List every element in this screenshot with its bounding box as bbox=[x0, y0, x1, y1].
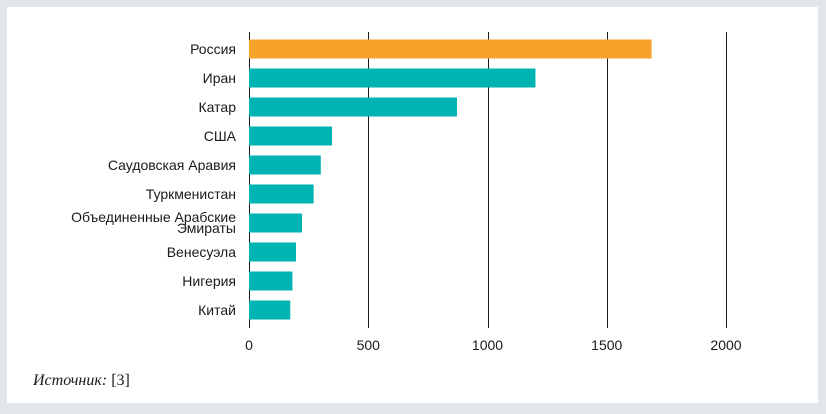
bar-7 bbox=[249, 242, 296, 262]
category-label-7: Венесуэла bbox=[167, 244, 236, 260]
source-prefix: Источник: bbox=[33, 372, 108, 389]
bars bbox=[249, 39, 652, 320]
source-note: Источник: [3] bbox=[33, 372, 130, 390]
bar-6 bbox=[249, 213, 302, 233]
source-ref: [3] bbox=[111, 372, 130, 389]
bar-4 bbox=[249, 155, 321, 175]
bar-8 bbox=[249, 271, 293, 291]
x-tick-label-0: 0 bbox=[245, 337, 253, 353]
bar-2 bbox=[249, 97, 457, 117]
category-label-1: Иран bbox=[203, 70, 236, 86]
category-label-5: Туркменистан bbox=[146, 186, 236, 202]
category-labels: Россия Иран Катар США Саудовская Аравия Туркм… bbox=[71, 41, 237, 318]
x-tick-label-3: 1500 bbox=[591, 337, 622, 353]
x-tick-label-1: 500 bbox=[357, 337, 381, 353]
category-label-9: Китай bbox=[198, 302, 236, 318]
x-tick-label-2: 1000 bbox=[472, 337, 503, 353]
bar-9 bbox=[249, 300, 291, 320]
category-label-2: Катар bbox=[199, 99, 237, 115]
bar-5 bbox=[249, 184, 314, 204]
category-label-4: Саудовская Аравия bbox=[108, 157, 236, 173]
category-label-6: Объединенные Арабские Эмираты bbox=[71, 209, 236, 236]
bar-3 bbox=[249, 126, 332, 146]
x-axis-tick-labels: 0 500 1000 1500 2000 bbox=[245, 337, 742, 353]
category-label-0: Россия bbox=[190, 41, 236, 57]
bar-0 bbox=[249, 39, 652, 59]
category-label-8: Нигерия bbox=[182, 273, 236, 289]
category-label-3: США bbox=[204, 128, 237, 144]
x-tick-label-4: 2000 bbox=[710, 337, 741, 353]
bar-1 bbox=[249, 68, 536, 88]
